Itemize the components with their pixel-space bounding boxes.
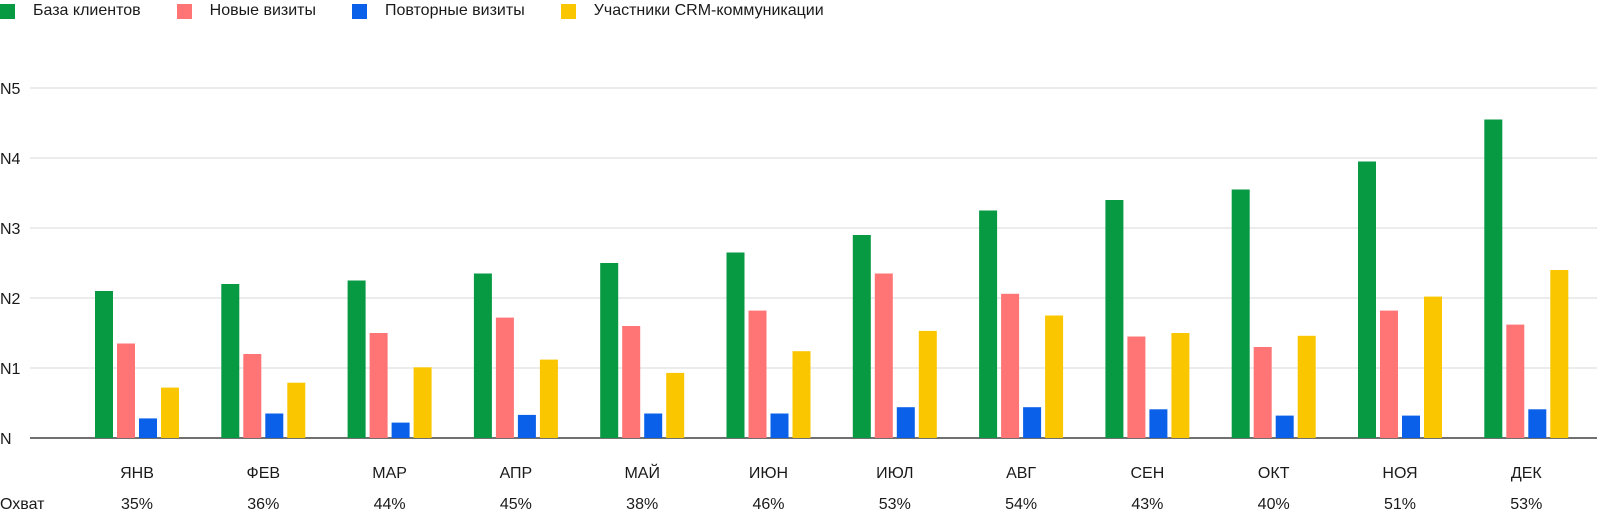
x-tick-label: АВГ bbox=[1006, 465, 1036, 482]
coverage-value: 38% bbox=[626, 496, 658, 513]
bar bbox=[918, 330, 937, 438]
bar bbox=[1380, 310, 1398, 438]
bar bbox=[1506, 324, 1525, 438]
bar bbox=[95, 291, 113, 438]
bar bbox=[1424, 296, 1442, 438]
x-tick-label: ОКТ bbox=[1258, 465, 1290, 482]
bar bbox=[287, 382, 306, 438]
bar bbox=[1297, 335, 1316, 438]
bar bbox=[117, 343, 135, 438]
bar bbox=[1045, 315, 1064, 438]
legend-item-new-visits: Новые визиты bbox=[176, 2, 316, 20]
bar bbox=[221, 284, 240, 438]
y-tick-label: N bbox=[0, 431, 12, 448]
legend-swatch bbox=[0, 3, 15, 19]
legend-label: Повторные визиты bbox=[384, 2, 525, 19]
legend-label: Новые визиты bbox=[209, 2, 316, 19]
bar bbox=[666, 372, 685, 438]
coverage-value: 36% bbox=[247, 496, 279, 513]
bar bbox=[1105, 200, 1124, 438]
bar bbox=[896, 407, 915, 438]
bar bbox=[413, 367, 432, 438]
coverage-value: 44% bbox=[374, 496, 406, 513]
x-tick-label: ДЕК bbox=[1511, 465, 1543, 482]
coverage-value: 46% bbox=[752, 496, 784, 513]
bar bbox=[792, 351, 811, 438]
chart-legend: База клиентов Новые визиты Повторные виз… bbox=[0, 0, 860, 22]
coverage-value: 43% bbox=[1131, 496, 1163, 513]
coverage-value: 54% bbox=[1005, 496, 1037, 513]
coverage-value: 35% bbox=[121, 496, 153, 513]
bar bbox=[1001, 293, 1020, 438]
x-tick-label: ИЮЛ bbox=[876, 465, 913, 482]
coverage-value: 53% bbox=[879, 496, 911, 513]
bar bbox=[726, 252, 745, 438]
bar bbox=[1127, 336, 1146, 438]
bar bbox=[600, 263, 619, 438]
legend-item-repeat-visits: Повторные визиты bbox=[351, 2, 525, 20]
bar bbox=[265, 413, 284, 438]
legend-item-client-base: База клиентов bbox=[0, 2, 141, 20]
y-tick-label: N3 bbox=[0, 221, 21, 238]
bar bbox=[391, 422, 410, 438]
x-tick-label: ИЮН bbox=[749, 465, 788, 482]
bar bbox=[517, 414, 536, 438]
legend-swatch bbox=[560, 3, 576, 19]
bar bbox=[1402, 415, 1420, 438]
bar bbox=[369, 333, 388, 438]
coverage-value: 45% bbox=[500, 496, 532, 513]
legend-swatch bbox=[176, 3, 192, 19]
coverage-value: 53% bbox=[1510, 496, 1542, 513]
legend-label: Участники CRM-коммуникации bbox=[593, 2, 824, 19]
bar bbox=[874, 273, 893, 438]
bar bbox=[1231, 189, 1250, 438]
bar bbox=[495, 317, 514, 438]
bar bbox=[243, 354, 262, 438]
y-tick-label: N1 bbox=[0, 361, 21, 378]
bar bbox=[622, 326, 641, 438]
bar bbox=[539, 359, 558, 438]
bar bbox=[1484, 119, 1503, 438]
x-tick-label: НОЯ bbox=[1382, 465, 1417, 482]
x-tick-label: МАР bbox=[372, 465, 407, 482]
x-tick-label: ЯНВ bbox=[120, 465, 154, 482]
bar bbox=[748, 310, 767, 438]
bar bbox=[852, 235, 871, 438]
bar bbox=[979, 210, 998, 438]
bar bbox=[1023, 407, 1042, 438]
legend-swatch bbox=[351, 3, 367, 19]
bar bbox=[1358, 161, 1376, 438]
x-tick-label: АПР bbox=[500, 465, 533, 482]
y-tick-label: N5 bbox=[0, 81, 21, 98]
bar bbox=[1528, 409, 1547, 438]
bar bbox=[1149, 409, 1168, 438]
bar bbox=[161, 387, 179, 438]
legend-label: База клиентов bbox=[33, 2, 141, 19]
bar bbox=[1550, 270, 1569, 438]
coverage-value: 51% bbox=[1384, 496, 1416, 513]
bar bbox=[1171, 333, 1190, 438]
y-tick-label: N2 bbox=[0, 291, 21, 308]
bar bbox=[1253, 347, 1272, 438]
bar bbox=[770, 413, 789, 438]
bar bbox=[1275, 415, 1294, 438]
x-tick-label: СЕН bbox=[1131, 465, 1165, 482]
x-tick-label: МАЙ bbox=[624, 463, 660, 482]
bar bbox=[347, 280, 366, 438]
bar bbox=[139, 418, 157, 438]
legend-item-crm-participants: Участники CRM-коммуникации bbox=[560, 2, 824, 20]
coverage-value: 40% bbox=[1258, 496, 1290, 513]
bar bbox=[473, 273, 492, 438]
bar bbox=[644, 413, 663, 438]
y-tick-label: N4 bbox=[0, 151, 21, 168]
coverage-row-label: Охват bbox=[0, 496, 45, 513]
x-tick-label: ФЕВ bbox=[247, 465, 281, 482]
